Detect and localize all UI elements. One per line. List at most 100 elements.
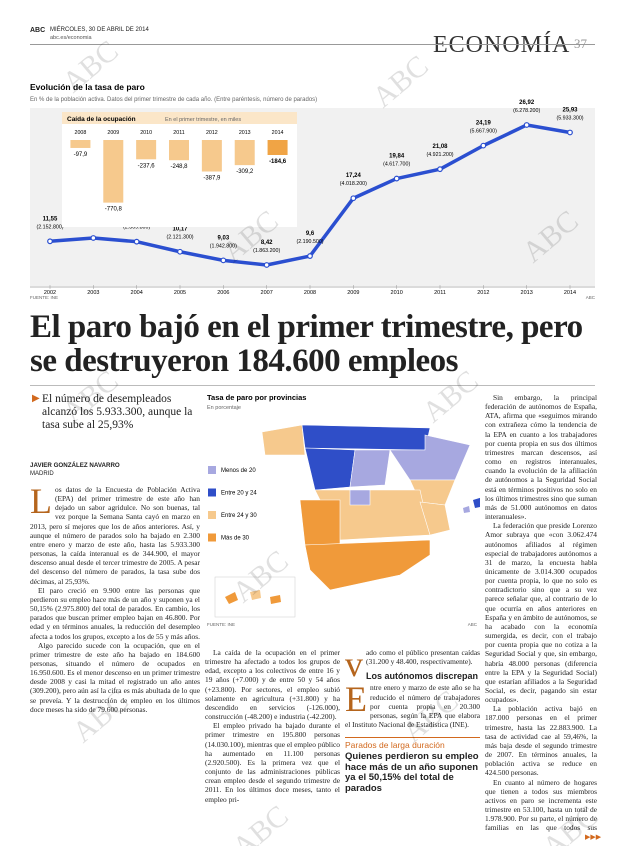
legend-label: Entre 20 y 24 (221, 491, 257, 497)
section-title: ECONOMÍA (433, 32, 571, 58)
column-middle: La caída de la ocupación en el primer tr… (205, 648, 340, 840)
paragraph: Los datos de la Encuesta de Población Ac… (30, 485, 200, 586)
value-note: (4.018.200) (340, 181, 367, 187)
map-subtitle: En porcentaje (207, 405, 241, 411)
lead-bullet: ▶ (32, 393, 40, 404)
value-label: 25,93 (562, 107, 578, 113)
chart-title: Evolución de la tasa de paro (30, 82, 145, 92)
bar (136, 140, 157, 160)
bar-label: -387,9 (203, 176, 221, 182)
bar (234, 140, 255, 166)
chart-credit: ABC (586, 295, 596, 300)
value-note: (2.152.800) (36, 224, 63, 230)
value-label: 8,42 (261, 240, 273, 246)
url: abc.es/economia (50, 35, 92, 41)
map-source: FUENTE: INE (207, 622, 235, 627)
inset-category: 2009 (107, 130, 119, 136)
legend-swatch (208, 466, 216, 474)
inset-category: 2014 (272, 130, 284, 136)
data-point (350, 195, 357, 202)
legend-label: Más de 30 (221, 536, 250, 542)
value-label: 26,92 (519, 100, 535, 106)
x-tick-label: 2013 (521, 290, 533, 296)
inset-header (62, 112, 297, 124)
x-tick-label: 2008 (304, 290, 316, 296)
paragraph: La caída de la ocupación en el primer tr… (205, 648, 340, 722)
paragraph: La federación que preside Lorenzo Amor s… (485, 521, 597, 705)
x-tick-label: 2003 (87, 290, 99, 296)
inset-category: 2011 (173, 130, 184, 136)
value-note: (1.863.200) (253, 248, 280, 254)
byline-author: JAVIER GONZÁLEZ NAVARRO (30, 462, 120, 469)
bar (70, 140, 91, 148)
data-point (220, 257, 227, 264)
value-note: (2.121.300) (166, 235, 193, 241)
paragraph: Entre enero y marzo de este año se ha re… (345, 679, 480, 730)
paragraph: Sin embargo, la principal federación de … (485, 393, 597, 522)
chart-source: FUENTE: INE (30, 295, 58, 300)
value-note: (2.190.500) (296, 239, 323, 245)
column-middle-2: vado como el público presentan caídas (3… (345, 648, 480, 840)
bar (169, 140, 189, 161)
bar (201, 140, 222, 172)
map-title: Tasa de paro por provincias (207, 393, 306, 402)
value-note: (6.278.200) (513, 108, 540, 114)
value-label: 9,6 (306, 231, 315, 237)
paragraph: El paro creció en 9.900 entre las person… (30, 585, 200, 641)
value-label: 17,24 (346, 173, 362, 179)
value-note: (4.921.200) (426, 152, 453, 158)
legend-label: Entre 24 y 30 (221, 513, 257, 519)
date: MIÉRCOLES, 30 DE ABRIL DE 2014 (50, 27, 149, 33)
header-rule (30, 44, 595, 45)
value-note: (5.933.300) (556, 115, 583, 121)
bar-label: -309,2 (236, 169, 254, 175)
charts: Evolución de la tasa de paro En % de la … (30, 82, 596, 300)
headline: El paro bajó en el primer trimestre, per… (30, 309, 583, 379)
value-note: (5.667.900) (470, 129, 497, 135)
value-note: (2.309.800) (123, 225, 150, 231)
x-tick-label: 2010 (391, 290, 403, 296)
value-label: 9,03 (217, 235, 229, 241)
logo: ABC (30, 27, 46, 34)
paragraph: El empleo privado ha bajado durante el p… (205, 721, 340, 804)
data-point (263, 262, 270, 268)
data-point (523, 122, 530, 128)
legend-label: Menos de 20 (221, 468, 256, 474)
value-label: 10,17 (172, 227, 188, 233)
data-point (567, 129, 573, 136)
bar-label: -248,8 (170, 164, 188, 170)
byline-place: MADRID (30, 471, 54, 477)
map-shapes (214, 424, 480, 618)
value-label: 11,55 (43, 216, 58, 222)
value-label: 19,84 (389, 154, 405, 160)
data-point (47, 238, 53, 245)
page-number: 37 (574, 36, 587, 51)
x-tick-label: 2004 (131, 290, 143, 296)
inset-category: 2008 (75, 130, 87, 136)
x-tick-label: 2005 (174, 290, 186, 296)
bar (103, 140, 124, 203)
data-point (480, 142, 487, 149)
x-tick-label: 2002 (44, 290, 56, 296)
bar-label: -237,6 (138, 163, 156, 169)
data-point (393, 175, 400, 182)
inset-category: 2010 (140, 130, 152, 136)
legend-swatch (208, 533, 216, 542)
x-tick-label: 2006 (217, 290, 229, 296)
inset-subtitle: En el primer trimestre, en miles (165, 117, 241, 123)
x-tick-label: 2011 (434, 290, 446, 296)
data-point (437, 166, 443, 173)
subheading: Los autónomos discrepan (366, 671, 479, 682)
box-title: Parados de larga duración (345, 740, 445, 751)
lead: El número de desempleados alcanzó los 5.… (42, 393, 193, 431)
value-note: (1.942.800) (210, 243, 237, 249)
legend-swatch (208, 488, 216, 497)
map: Tasa de paro por provincias En porcentaj… (207, 393, 480, 627)
bar-label: -770,8 (105, 207, 123, 213)
data-point (307, 253, 313, 259)
chart-subtitle: En % de la población activa. Datos del p… (30, 97, 317, 103)
x-tick-label: 2014 (564, 290, 576, 296)
continue-arrows: ▶▶▶ (585, 833, 602, 841)
data-point (177, 248, 183, 255)
